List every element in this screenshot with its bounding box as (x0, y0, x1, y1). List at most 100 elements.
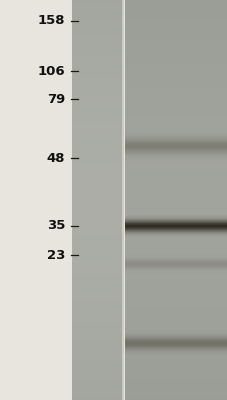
Bar (72, 152, 121, 154)
Bar (72, 246, 121, 248)
Bar (124, 310, 227, 312)
Bar (124, 54, 227, 56)
Bar (124, 292, 227, 294)
Bar (72, 352, 121, 354)
Bar (124, 355, 227, 356)
Bar (124, 220, 227, 222)
Bar (124, 139, 227, 140)
Bar (124, 114, 227, 116)
Bar (124, 306, 227, 308)
Bar (124, 204, 227, 206)
Bar (124, 396, 227, 398)
Bar (72, 336, 121, 338)
Bar (72, 250, 121, 252)
Bar (124, 336, 227, 337)
Bar (72, 350, 121, 352)
Bar (72, 88, 121, 90)
Bar (124, 120, 227, 122)
Bar (124, 136, 227, 137)
Bar (124, 262, 227, 264)
Bar (72, 252, 121, 254)
Bar (72, 290, 121, 292)
Bar (72, 282, 121, 284)
Bar (72, 358, 121, 360)
Bar (124, 331, 227, 332)
Bar (124, 234, 227, 236)
Bar (72, 296, 121, 298)
Bar (124, 362, 227, 364)
Bar (124, 110, 227, 112)
Bar (72, 238, 121, 240)
Bar (124, 108, 227, 110)
Bar (124, 378, 227, 380)
Bar (124, 24, 227, 26)
Bar (124, 102, 227, 104)
Bar (124, 380, 227, 382)
Bar (124, 134, 227, 135)
Bar (124, 186, 227, 188)
Bar (72, 210, 121, 212)
Bar (72, 298, 121, 300)
Bar (72, 300, 121, 302)
Bar (124, 106, 227, 108)
Bar (124, 334, 227, 335)
Bar (72, 146, 121, 148)
Bar (124, 145, 227, 146)
Bar (124, 290, 227, 292)
Bar (72, 72, 121, 74)
Bar (124, 354, 227, 355)
Bar (124, 184, 227, 186)
Bar (124, 98, 227, 100)
Bar (72, 202, 121, 204)
Text: 158: 158 (37, 14, 65, 27)
Bar (124, 196, 227, 198)
Bar (72, 142, 121, 144)
Bar (72, 124, 121, 126)
Bar (72, 166, 121, 168)
Bar (124, 158, 227, 159)
Bar (72, 196, 121, 198)
Bar (124, 356, 227, 358)
Bar (72, 230, 121, 232)
Bar (72, 322, 121, 324)
Bar (124, 370, 227, 372)
Bar (124, 130, 227, 132)
Bar (124, 104, 227, 106)
Bar (72, 122, 121, 124)
Bar (72, 74, 121, 76)
Bar (72, 292, 121, 294)
Bar (72, 0, 121, 2)
Bar (124, 160, 227, 162)
Bar (124, 200, 227, 202)
Bar (72, 82, 121, 84)
Bar (124, 230, 227, 232)
Bar (124, 390, 227, 392)
Bar (72, 362, 121, 364)
Bar (72, 156, 121, 158)
Bar (124, 74, 227, 76)
Bar (72, 178, 121, 180)
Bar (72, 216, 121, 218)
Bar (72, 364, 121, 366)
Bar (72, 134, 121, 136)
Bar (72, 374, 121, 376)
Bar (124, 134, 227, 136)
Bar (124, 124, 227, 126)
Bar (124, 284, 227, 286)
Bar (72, 320, 121, 322)
Bar (72, 50, 121, 52)
Bar (72, 188, 121, 190)
Bar (124, 60, 227, 62)
Bar (72, 390, 121, 392)
Bar (72, 316, 121, 318)
Bar (72, 198, 121, 200)
Bar (72, 162, 121, 164)
Bar (124, 326, 227, 328)
Bar (72, 2, 121, 4)
Bar (124, 316, 227, 318)
Bar (72, 100, 121, 102)
Bar (124, 352, 227, 353)
Bar (124, 282, 227, 284)
Bar (72, 240, 121, 242)
Bar (124, 122, 227, 124)
